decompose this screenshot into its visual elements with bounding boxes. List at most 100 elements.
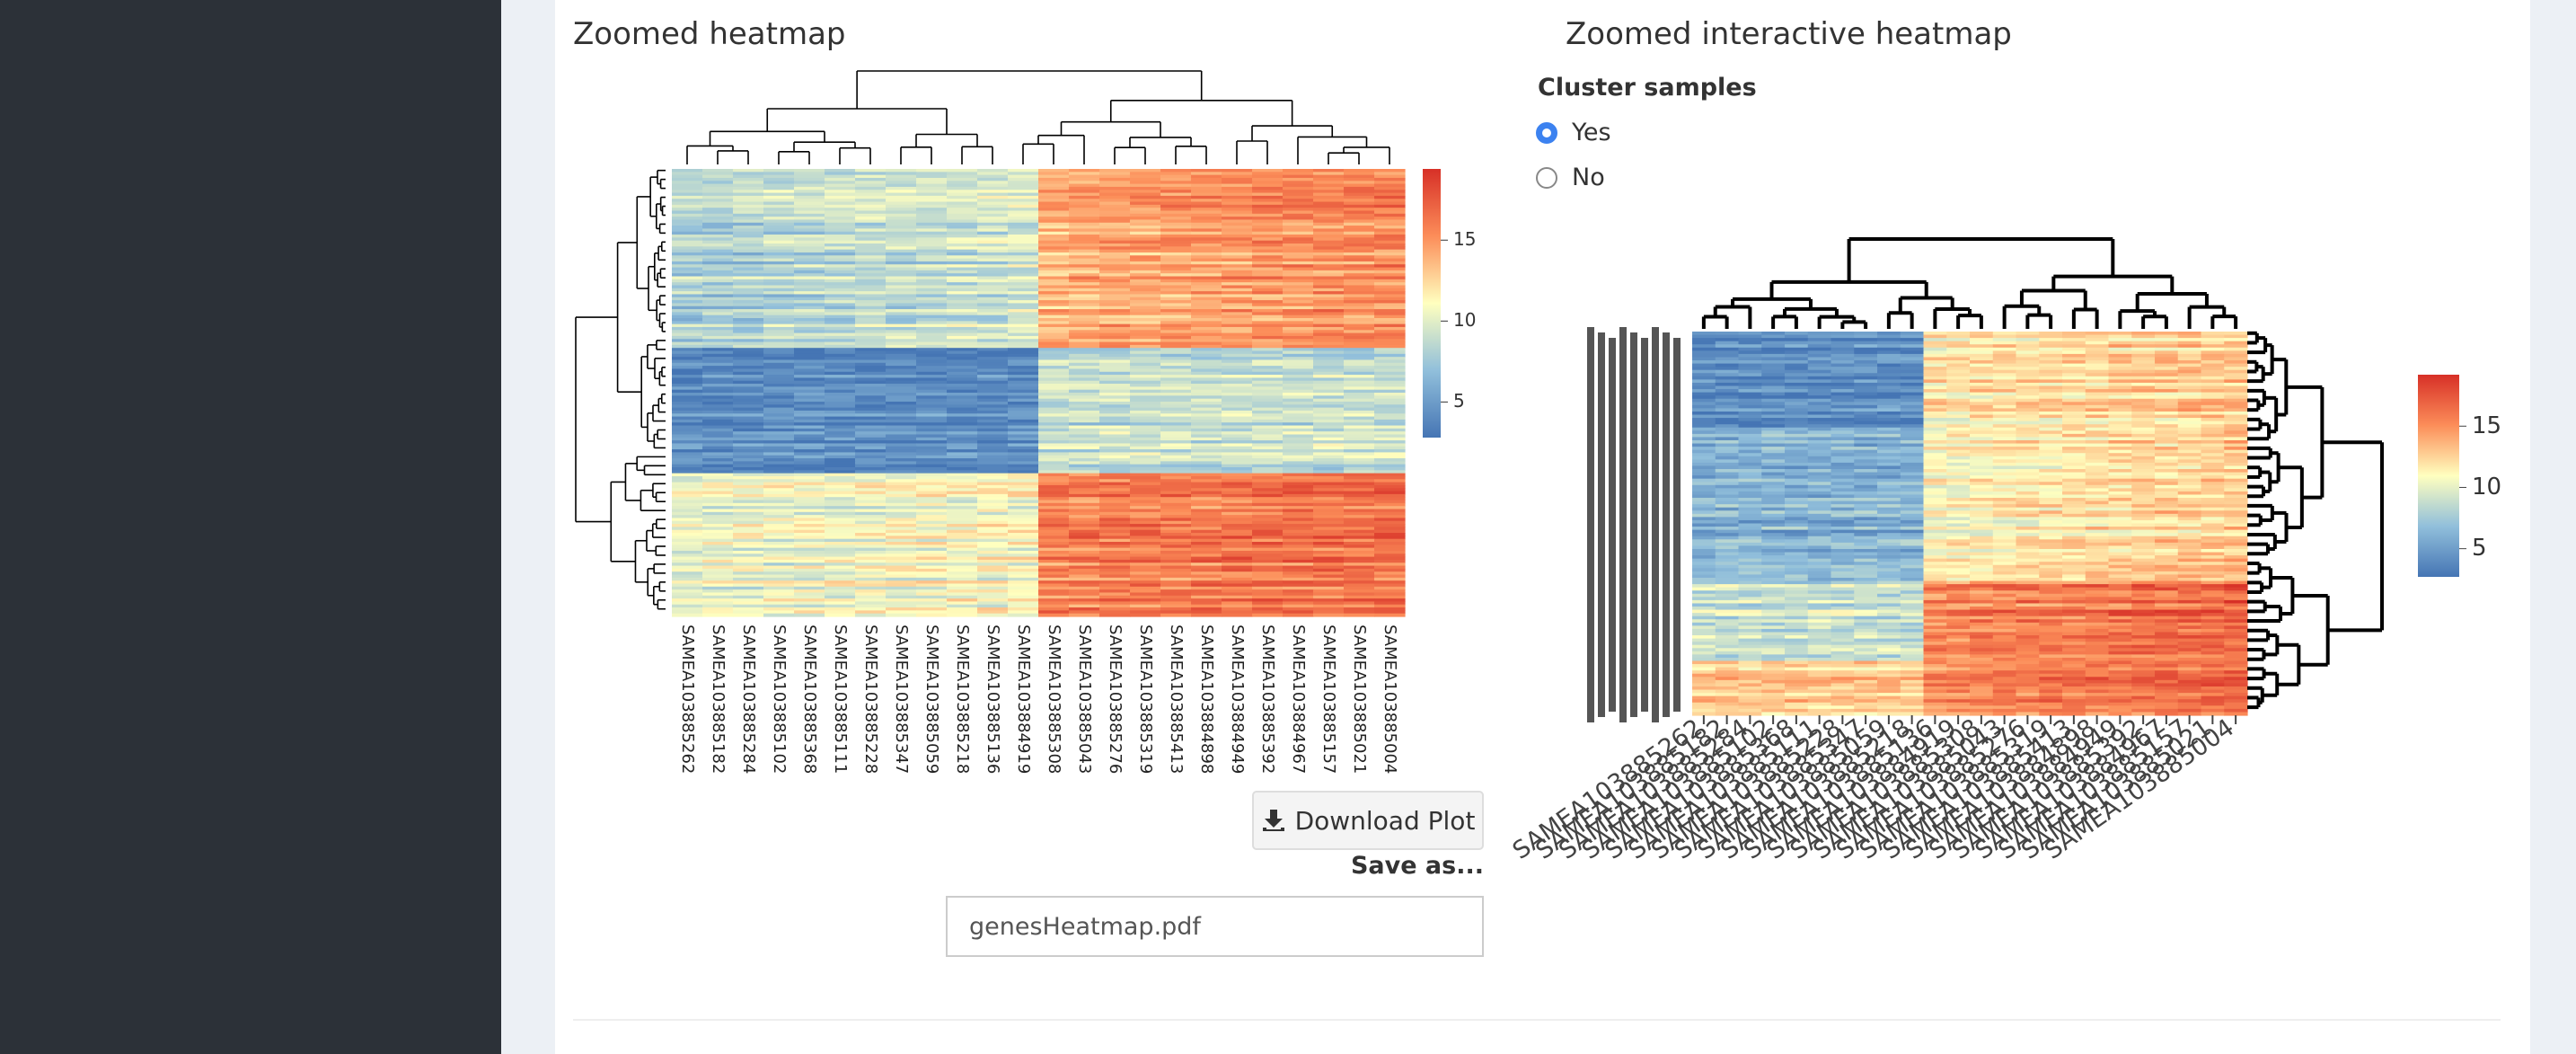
- heatmap-cell: [1715, 478, 1740, 483]
- heatmap-cell: [1283, 506, 1314, 510]
- heatmap-cell: [1191, 195, 1222, 199]
- heatmap-cell: [2108, 404, 2132, 409]
- heatmap-cell: [1970, 430, 1994, 435]
- heatmap-cell: [1313, 255, 1345, 260]
- heatmap-cell: [1692, 350, 1716, 355]
- heatmap-cell: [1344, 246, 1375, 251]
- heatmap-cell: [1344, 353, 1375, 358]
- heatmap-cell: [1761, 443, 1786, 447]
- heatmap-cell: [733, 384, 764, 387]
- heatmap-cell: [977, 222, 1009, 226]
- heatmap-cell: [1283, 330, 1314, 334]
- heatmap-cell: [733, 607, 764, 611]
- heatmap-cell: [1130, 509, 1161, 513]
- heatmap-cell: [1130, 610, 1161, 615]
- heatmap-cell: [1715, 418, 1740, 422]
- heatmap-cell: [886, 422, 917, 427]
- heatmap-cell: [1785, 395, 1809, 400]
- heatmap-cell: [825, 491, 856, 495]
- heatmap-cell: [855, 270, 887, 274]
- heatmap-cell: [1313, 359, 1345, 364]
- heatmap-cell: [1222, 261, 1253, 265]
- heatmap-cell: [1069, 270, 1100, 274]
- heatmap-cell: [1160, 213, 1192, 217]
- heatmap-cell: [1344, 562, 1375, 567]
- heatmap-cell: [886, 235, 917, 238]
- heatmap-cell: [672, 437, 703, 441]
- heatmap-cell: [1222, 461, 1253, 465]
- heatmap-cell: [1160, 348, 1192, 352]
- heatmap-cell: [1038, 380, 1070, 385]
- heatmap-cell: [2155, 332, 2179, 336]
- heatmap-cell: [702, 362, 734, 367]
- heatmap-cell: [886, 473, 917, 477]
- heatmap-cell: [794, 545, 825, 549]
- filename-input[interactable]: genesHeatmap.pdf: [946, 896, 1484, 957]
- heatmap-cell: [1854, 347, 1878, 351]
- heatmap-cell: [977, 377, 1009, 382]
- heatmap-cell: [794, 321, 825, 325]
- heatmap-cell: [1191, 509, 1222, 513]
- heatmap-cell: [2201, 338, 2225, 342]
- heatmap-cell: [1946, 385, 1971, 390]
- heatmap-cell: [702, 613, 734, 617]
- heatmap-cell: [2016, 389, 2040, 394]
- heatmap-cell: [916, 547, 948, 552]
- heatmap-cell: [1344, 473, 1375, 477]
- heatmap-cell: [1946, 341, 1971, 345]
- radio-option[interactable]: Yes: [1536, 119, 1611, 146]
- download-button[interactable]: Download Plot: [1252, 791, 1484, 850]
- heatmap-cell: [1946, 447, 1971, 451]
- heatmap-cell: [2062, 414, 2086, 419]
- heatmap-cell: [702, 431, 734, 436]
- heatmap-cell: [702, 538, 734, 543]
- heatmap-cell: [1008, 550, 1039, 554]
- heatmap-cell: [1191, 226, 1222, 229]
- heatmap-cell: [947, 580, 978, 585]
- heatmap-cell: [1715, 350, 1740, 355]
- heatmap-cell: [702, 395, 734, 400]
- heatmap-cell: [977, 598, 1009, 602]
- heatmap-cell: [1099, 550, 1131, 554]
- heatmap-cell: [1160, 273, 1192, 278]
- heatmap-cell: [1283, 393, 1314, 396]
- heatmap-cell: [855, 410, 887, 414]
- heatmap-cell: [1160, 407, 1192, 412]
- heatmap-cell: [1283, 482, 1314, 486]
- heatmap-cell: [1877, 357, 1901, 361]
- heatmap-cell: [2224, 402, 2248, 406]
- heatmap-cell: [1008, 586, 1039, 590]
- heatmap-cell: [702, 461, 734, 465]
- heatmap-cell: [794, 195, 825, 199]
- heatmap-cell: [1970, 433, 1994, 438]
- heatmap-cell: [977, 538, 1009, 543]
- radio-button[interactable]: [1536, 166, 1557, 189]
- heatmap-cell: [977, 183, 1009, 188]
- heatmap-cell: [1069, 312, 1100, 316]
- heatmap-cell: [1069, 455, 1100, 459]
- heatmap-cell: [1283, 470, 1314, 474]
- heatmap-cell: [733, 613, 764, 617]
- heatmap-cell: [1992, 439, 2017, 445]
- heatmap-cell: [886, 547, 917, 552]
- heatmap-cell: [672, 282, 703, 287]
- heatmap-cell: [825, 437, 856, 441]
- heatmap-cell: [1130, 491, 1161, 495]
- heatmap-cell: [1946, 363, 1971, 368]
- heatmap-cell: [1160, 300, 1192, 304]
- heatmap-cell: [916, 323, 948, 328]
- heatmap-cell: [1191, 357, 1222, 361]
- heatmap-cell: [977, 571, 1009, 576]
- heatmap-cell: [2131, 404, 2156, 409]
- heatmap-cell: [825, 422, 856, 427]
- heatmap-cell: [916, 452, 948, 456]
- radio-button[interactable]: [1536, 121, 1557, 144]
- heatmap-cell: [1692, 414, 1716, 419]
- heatmap-cell: [916, 341, 948, 346]
- heatmap-cell: [1099, 431, 1131, 436]
- heatmap-cell: [1069, 484, 1100, 489]
- radio-option[interactable]: No: [1536, 164, 1605, 191]
- heatmap-cell: [1252, 464, 1284, 468]
- heatmap-cell: [2108, 353, 2132, 359]
- heatmap-cell: [1923, 478, 1947, 483]
